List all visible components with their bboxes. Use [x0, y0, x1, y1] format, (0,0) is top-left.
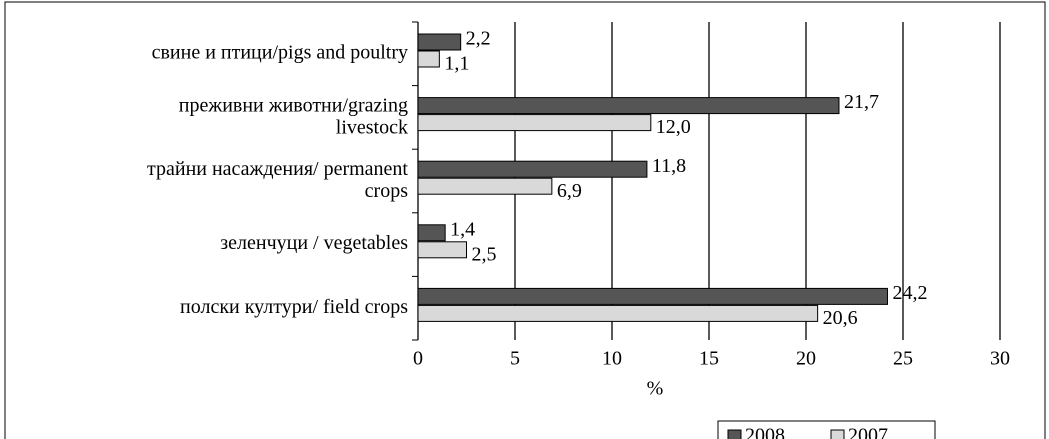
- x-tick-label: 30: [990, 348, 1010, 370]
- value-label: 1,4: [450, 218, 475, 240]
- x-tick-label: 10: [602, 348, 622, 370]
- x-axis-label: %: [647, 378, 664, 400]
- value-label: 21,7: [844, 91, 879, 113]
- bar: [417, 160, 648, 178]
- bar: [417, 241, 467, 259]
- legend-swatch: [830, 429, 845, 439]
- bar: [417, 287, 888, 305]
- y-tick-label: свине и птици/pigs and poultry: [152, 41, 408, 63]
- value-label: 12,0: [656, 116, 691, 138]
- legend-box: [717, 420, 936, 439]
- value-label: 24,2: [892, 282, 927, 304]
- bar: [417, 97, 840, 115]
- value-label: 2,2: [466, 28, 491, 50]
- value-label: 6,9: [557, 180, 582, 202]
- bar: [417, 177, 553, 195]
- value-label: 11,8: [652, 155, 686, 177]
- frame: [4, 1, 1046, 439]
- legend-label: 2007: [848, 425, 888, 439]
- value-label: 1,1: [444, 53, 469, 75]
- x-tick-label: 0: [413, 348, 423, 370]
- y-tick-label: преживни животни/grazing livestock: [179, 94, 408, 138]
- x-tick-label: 15: [699, 348, 719, 370]
- bar: [417, 114, 652, 132]
- y-tick-label: трайни насаждения/ permanent crops: [147, 158, 408, 202]
- x-tick-label: 5: [510, 348, 520, 370]
- legend-label: 2008: [745, 425, 785, 439]
- bar: [417, 50, 440, 68]
- bar: [417, 33, 462, 51]
- x-tick-label: 25: [893, 348, 913, 370]
- y-tick-label: зеленчуци / vegetables: [220, 232, 408, 254]
- y-tick-label: полски култури/ field crops: [180, 296, 408, 318]
- value-label: 20,6: [823, 307, 858, 329]
- bar: [417, 224, 446, 242]
- x-tick-label: 20: [796, 348, 816, 370]
- legend-swatch: [727, 429, 742, 439]
- bar: [417, 304, 819, 322]
- value-label: 2,5: [472, 243, 497, 265]
